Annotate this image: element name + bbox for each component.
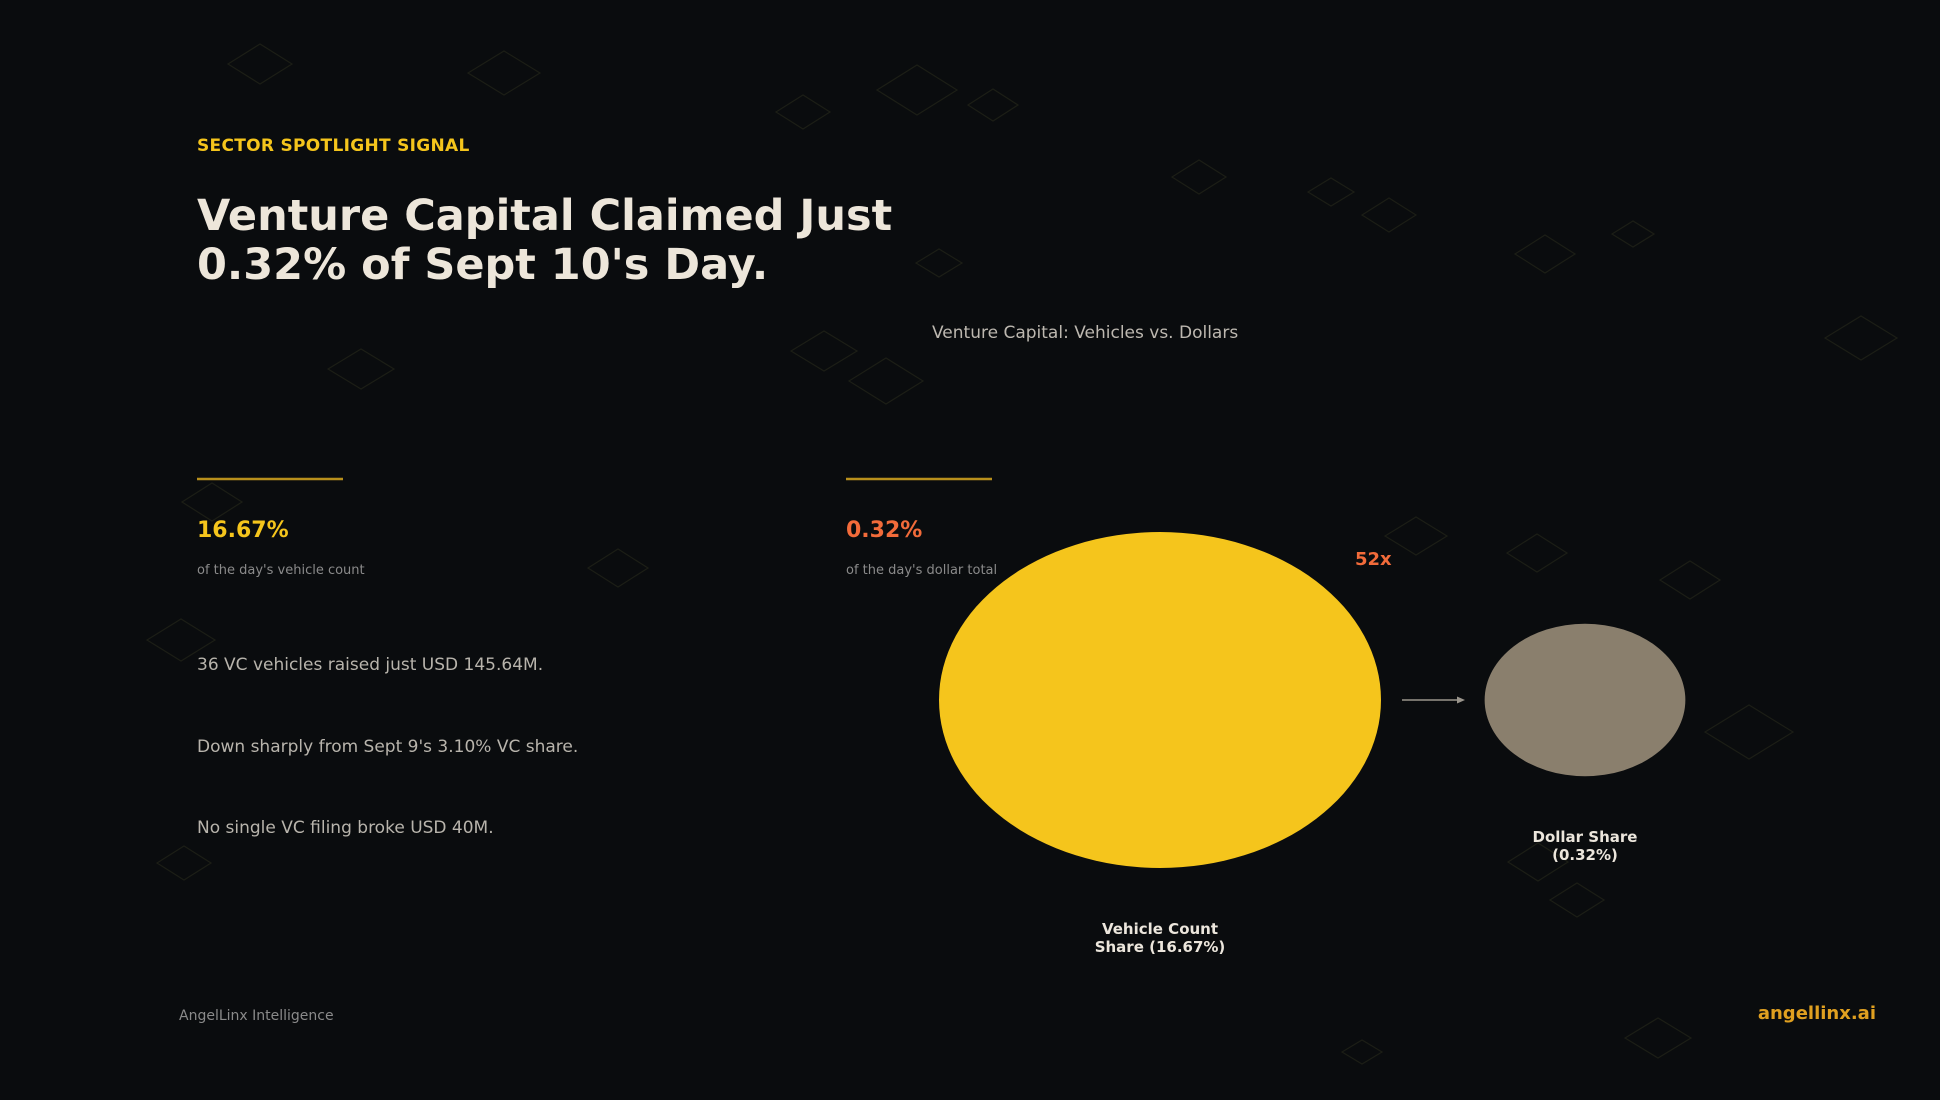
bubble-label: Dollar Share (0.32%) bbox=[1532, 828, 1638, 865]
annotation: 52x bbox=[1355, 549, 1392, 570]
stat-label: of the day's dollar total bbox=[846, 563, 998, 578]
bubble bbox=[1484, 623, 1686, 777]
chart-title: Venture Capital: Vehicles vs. Dollars bbox=[932, 323, 1239, 343]
stat-value: 0.32% bbox=[846, 518, 923, 543]
stat-label: of the day's vehicle count bbox=[197, 563, 365, 578]
bullet: Down sharply from Sept 9's 3.10% VC shar… bbox=[197, 737, 579, 757]
bullet: 36 VC vehicles raised just USD 145.64M. bbox=[197, 655, 544, 675]
bubble-label: Vehicle Count Share (16.67%) bbox=[1094, 919, 1226, 956]
kicker: SECTOR SPOTLIGHT SIGNAL bbox=[197, 136, 470, 156]
background-pattern bbox=[145, 43, 1899, 1065]
bullet: No single VC filing broke USD 40M. bbox=[197, 818, 494, 838]
stat-value: 16.67% bbox=[197, 518, 289, 543]
headline: Venture Capital Claimed Just 0.32% of Se… bbox=[197, 191, 893, 290]
footer-brand: AngelLinx Intelligence bbox=[179, 1008, 334, 1024]
footer-url: angellinx.ai bbox=[1757, 1003, 1876, 1024]
arrow-head bbox=[1457, 696, 1465, 704]
bubble bbox=[939, 532, 1381, 868]
